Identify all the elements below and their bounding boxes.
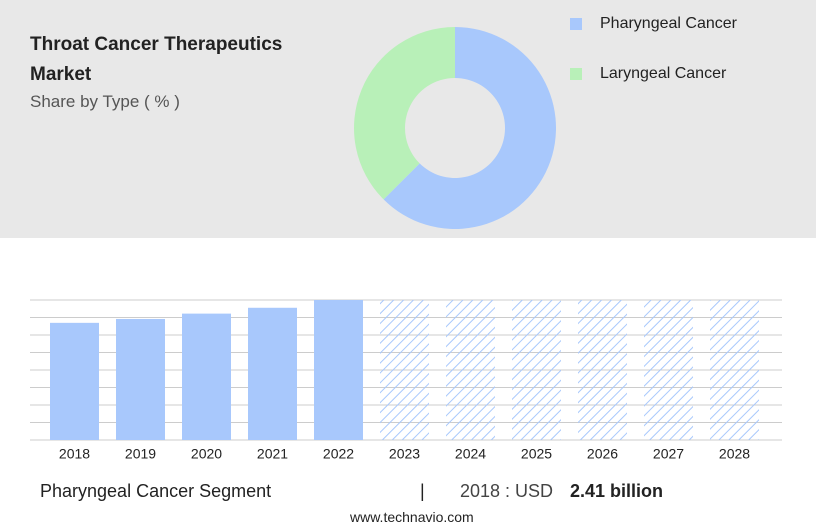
forecast-placeholder [578,300,627,440]
x-tick-label: 2024 [455,446,486,462]
x-tick-label: 2028 [719,446,750,462]
footer-segment: Pharyngeal Cancer Segment [40,481,272,501]
bar [182,313,231,440]
forecast-placeholder [512,300,561,440]
legend-marker [570,18,582,30]
chart-title: Throat Cancer Therapeutics Market [30,34,283,85]
x-tick-label: 2022 [323,446,354,462]
footer-separator: | [420,481,425,501]
legend-label: Pharyngeal Cancer [600,15,738,32]
x-tick-label: 2026 [587,446,618,462]
footer-label: 2018 : USD [460,481,554,501]
bar [248,307,297,440]
bar [50,322,99,440]
bar [314,300,363,440]
donut-slice [353,27,455,200]
x-tick-label: 2018 [59,446,90,462]
bar [116,318,165,440]
x-tick-label: 2023 [389,446,420,462]
forecast-placeholder [380,300,429,440]
x-tick-label: 2027 [653,446,684,462]
chart-subtitle: Share by Type ( % ) [30,92,180,111]
legend-marker [570,68,582,80]
footer-value: 2.41 billion [570,481,664,501]
legend-label: Laryngeal Cancer [600,65,727,82]
forecast-placeholder [644,300,693,440]
forecast-placeholder [446,300,495,440]
x-tick-label: 2021 [257,446,288,462]
source: www.technavio.com [350,509,474,525]
x-tick-label: 2025 [521,446,552,462]
forecast-placeholder [710,300,759,440]
x-tick-label: 2020 [191,446,222,462]
donut-slice [383,27,556,229]
x-tick-label: 2019 [125,446,156,462]
